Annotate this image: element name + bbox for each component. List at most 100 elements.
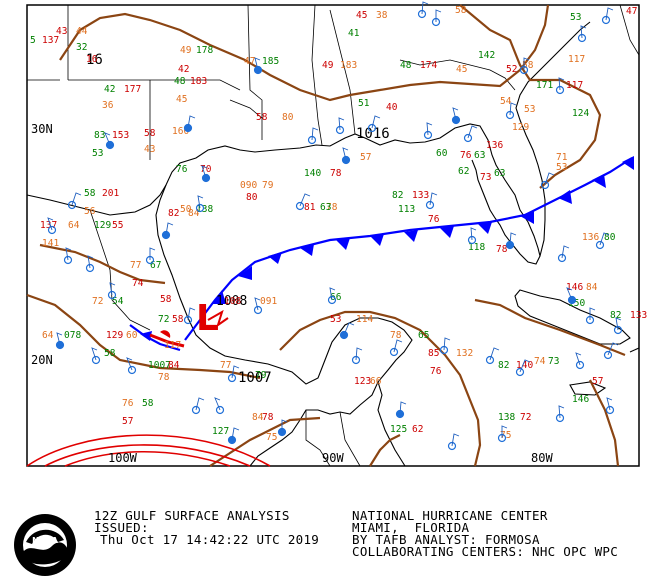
station-value: 53: [556, 162, 567, 173]
station-value: 58: [160, 294, 172, 305]
station-value: 45: [356, 10, 367, 21]
collaborating-centers: COLLABORATING CENTERS: NHC OPC WPC: [352, 544, 619, 559]
station-value: 58: [455, 5, 467, 16]
wind-barb: [355, 347, 363, 361]
station-circle: [107, 290, 117, 300]
low-pressure-center: L 1008: [196, 294, 247, 339]
center-city: MIAMI, FLORIDA: [352, 520, 470, 535]
wind-barb: [126, 357, 133, 371]
station-value: 58: [142, 398, 154, 409]
station-value: 201: [102, 188, 119, 199]
station-filled: [162, 231, 170, 239]
station-value: 117: [568, 54, 585, 65]
station-filled: [202, 174, 210, 182]
station-filled: [396, 410, 404, 418]
station-value: 091: [260, 296, 277, 307]
station-value: 50: [180, 204, 192, 215]
station-value: 113: [398, 204, 415, 215]
station-circle: [183, 315, 193, 325]
station-value: 138: [498, 412, 515, 423]
wind-barb: [561, 245, 570, 259]
station-circle: [195, 203, 205, 213]
wind-barb: [393, 339, 403, 353]
station-value: 72: [520, 412, 531, 423]
graticule-labels: 30N 20N 100W 90W 80W: [31, 122, 553, 465]
station-circle: [47, 225, 57, 235]
station-value: 58: [84, 188, 96, 199]
station-value: 63: [494, 168, 505, 179]
station-value: 090: [240, 180, 257, 191]
footer: 12Z GULF SURFACE ANALYSIS ISSUED: Thu Oc…: [0, 505, 663, 583]
station-value: 78: [326, 202, 338, 213]
station-value: 77: [130, 260, 141, 271]
warm-front: [149, 330, 185, 348]
station-value: 137: [40, 220, 57, 231]
station-value: 125: [390, 424, 407, 435]
station-circle: [557, 253, 567, 263]
station-value: 5: [30, 35, 36, 46]
station-value: 74: [132, 278, 144, 289]
low-pressure-symbol: L: [196, 298, 219, 339]
station-circle: [575, 360, 585, 370]
station-circle: [463, 133, 473, 143]
station-value: 75: [500, 430, 511, 441]
wind-barb: [47, 217, 54, 231]
station-value: 83: [94, 130, 105, 141]
station-value: 85: [428, 348, 439, 359]
station-value: 53: [524, 104, 535, 115]
station-value: 84: [168, 360, 180, 371]
station-filled: [342, 156, 350, 164]
station-value: 54: [500, 96, 512, 107]
station-value: 44: [76, 26, 88, 37]
station-value: 55: [112, 220, 123, 231]
station-value: 84: [586, 282, 598, 293]
station-filled: [278, 428, 286, 436]
wind-barb: [607, 342, 619, 356]
station-value: 71: [556, 152, 568, 163]
wind-barb: [429, 192, 438, 206]
station-value: 60: [436, 148, 448, 159]
station-value: 49: [322, 60, 334, 71]
station-value: 43: [56, 26, 67, 37]
station-value: 75: [266, 432, 277, 443]
station-value: 57: [592, 376, 603, 387]
noaa-logo: NOAA: [14, 514, 76, 576]
wind-barb: [544, 172, 555, 186]
station-value: 129: [512, 122, 529, 133]
station-value: 82: [392, 190, 403, 201]
station-circle: [447, 441, 457, 451]
isobar-pressure-center: [369, 434, 401, 467]
station-value: 76: [460, 150, 472, 161]
station-circle: [127, 365, 137, 375]
station-value: 53: [570, 12, 581, 23]
issued-time: Thu Oct 17 14:42:22 UTC 2019: [100, 532, 320, 547]
station-circle: [485, 355, 495, 365]
isobar-label: 1016: [356, 126, 390, 142]
station-value: 41: [348, 28, 360, 39]
wind-barb: [566, 287, 573, 301]
wind-barb: [87, 255, 94, 269]
wind-barb: [65, 247, 72, 261]
station-circle: [327, 295, 337, 305]
station-value: 63: [320, 202, 331, 213]
station-filled: [452, 116, 460, 124]
station-value: 183: [190, 76, 207, 87]
station-value: 79: [262, 180, 274, 191]
station-value: 72: [92, 296, 103, 307]
station-circle: [85, 263, 95, 273]
station-value: 178: [196, 45, 213, 56]
isobar-1012-east: [474, 298, 626, 357]
station-value: 82: [498, 360, 509, 371]
low-x-mark-icon: [207, 309, 229, 328]
station-value: 77: [220, 360, 231, 371]
wind-barb: [435, 9, 442, 22]
station-filled: [506, 241, 514, 249]
station-value: 76: [428, 214, 440, 225]
wind-barb: [231, 427, 240, 441]
station-value: 57: [122, 416, 133, 427]
station-value: 48: [174, 76, 186, 87]
station-circle: [67, 200, 77, 210]
station-value: 82: [610, 310, 621, 321]
station-value: 123: [354, 376, 371, 387]
